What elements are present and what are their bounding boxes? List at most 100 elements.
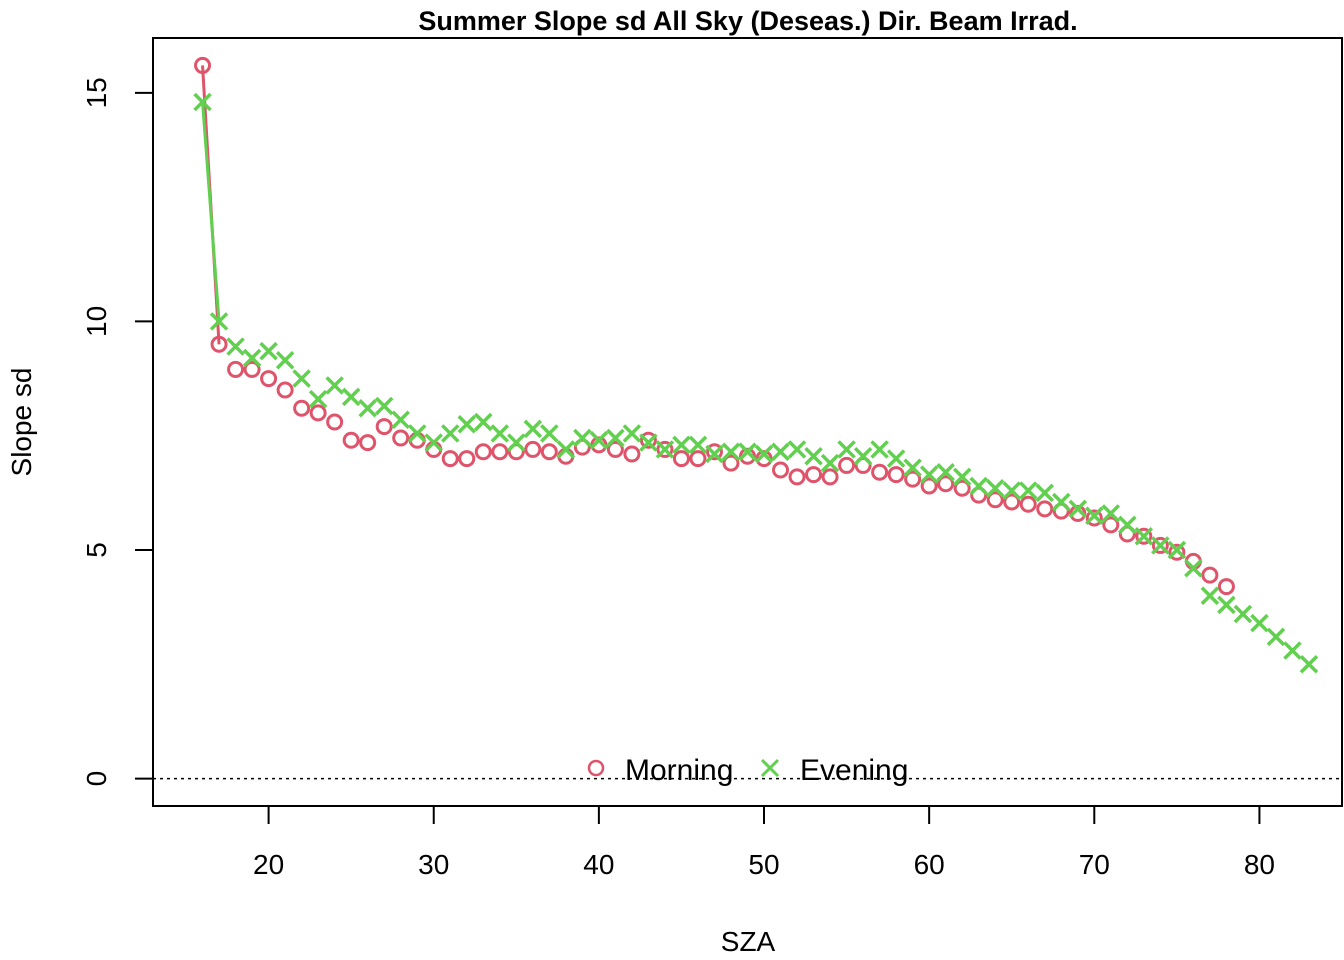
morning-point <box>1102 516 1120 534</box>
evening-point <box>985 479 1005 498</box>
morning-point <box>458 450 476 468</box>
evening-point <box>589 431 609 450</box>
morning-point <box>309 404 327 422</box>
evening-point <box>705 444 724 464</box>
evening-point <box>886 449 906 468</box>
evening-point <box>787 440 807 459</box>
evening-point <box>325 376 344 395</box>
y-tick-label: 5 <box>81 542 112 558</box>
evening-point <box>292 369 311 388</box>
evening-point <box>969 476 988 496</box>
evening-point <box>1118 515 1137 535</box>
morning-point <box>1135 527 1153 545</box>
x-tick-label: 20 <box>253 849 284 880</box>
evening-point <box>358 399 377 418</box>
evening-point <box>754 444 774 464</box>
y-tick-label: 10 <box>81 306 112 337</box>
evening-point <box>1299 655 1319 674</box>
morning-point <box>672 450 690 468</box>
morning-point <box>210 335 228 353</box>
morning-point <box>441 450 459 468</box>
morning-point <box>227 360 245 378</box>
morning-point <box>689 450 707 468</box>
morning-point <box>491 443 509 461</box>
legend-evening-label: Evening <box>800 754 908 787</box>
morning-point <box>326 413 344 431</box>
morning-point <box>1085 509 1103 527</box>
evening-point <box>804 447 823 466</box>
evening-point <box>1250 613 1269 633</box>
morning-point <box>953 479 971 497</box>
y-tick-label: 0 <box>81 771 112 787</box>
evening-point <box>556 440 576 459</box>
evening-point <box>853 447 873 466</box>
evening-point <box>259 341 278 361</box>
evening-point <box>391 410 410 429</box>
evening-point <box>837 440 856 459</box>
evening-point <box>424 433 443 452</box>
legend-evening-marker <box>760 758 780 778</box>
evening-point <box>1134 527 1154 546</box>
evening-point <box>870 440 889 459</box>
evening-point <box>919 465 939 484</box>
evening-point <box>903 458 922 477</box>
morning-point <box>821 468 839 486</box>
legend-morning-marker <box>587 759 605 777</box>
x-tick-label: 60 <box>914 849 945 880</box>
morning-point <box>1019 495 1037 513</box>
morning-point <box>540 443 558 461</box>
plot-frame <box>152 37 1343 807</box>
morning-point <box>194 56 212 74</box>
evening-point <box>490 424 510 443</box>
morning-point <box>474 443 492 461</box>
chart-title: Summer Slope sd All Sky (Deseas.) Dir. B… <box>418 6 1077 36</box>
morning-point <box>243 360 261 378</box>
evening-point <box>655 440 675 459</box>
evening-point <box>441 424 460 443</box>
morning-point <box>375 418 393 436</box>
evening-point <box>457 415 477 434</box>
evening-point <box>738 442 757 461</box>
evening-point <box>474 412 493 432</box>
plot-layer: 20 30 40 50 60 70 80 0 5 10 15 <box>81 56 1342 880</box>
evening-point <box>1068 499 1088 519</box>
evening-point <box>374 396 394 416</box>
x-tick-label: 30 <box>418 849 449 880</box>
morning-point <box>524 440 542 458</box>
morning-point <box>276 381 294 399</box>
morning-point <box>639 431 657 449</box>
evening-point <box>193 92 212 112</box>
morning-point <box>342 431 360 449</box>
morning-point <box>705 443 723 461</box>
evening-point <box>1151 536 1170 555</box>
legend-morning-label: Morning <box>625 754 733 787</box>
evening-point <box>639 433 658 452</box>
morning-point <box>606 440 624 458</box>
morning-point <box>1201 566 1219 584</box>
morning-point <box>293 399 311 417</box>
evening-point <box>721 442 741 461</box>
evening-point <box>672 435 691 455</box>
evening-point <box>407 424 427 443</box>
evening-point <box>622 424 642 443</box>
evening-point <box>242 348 262 368</box>
evening-point <box>936 463 955 482</box>
y-axis-label: Slope sd <box>6 368 37 477</box>
evening-point <box>341 387 361 407</box>
morning-point <box>871 463 889 481</box>
morning-point <box>904 470 922 488</box>
morning-point <box>772 461 790 479</box>
evening-point <box>1085 506 1104 525</box>
evening-point <box>1019 481 1038 500</box>
morning-point <box>623 445 641 463</box>
evening-point <box>1283 641 1302 660</box>
evening-point <box>275 351 295 370</box>
evening-point <box>688 435 708 455</box>
morning-point <box>986 491 1004 509</box>
morning-point <box>1003 493 1021 511</box>
evening-point <box>1184 559 1203 578</box>
morning-point <box>1217 578 1235 596</box>
morning-point <box>788 468 806 486</box>
morning-point <box>1151 536 1169 554</box>
